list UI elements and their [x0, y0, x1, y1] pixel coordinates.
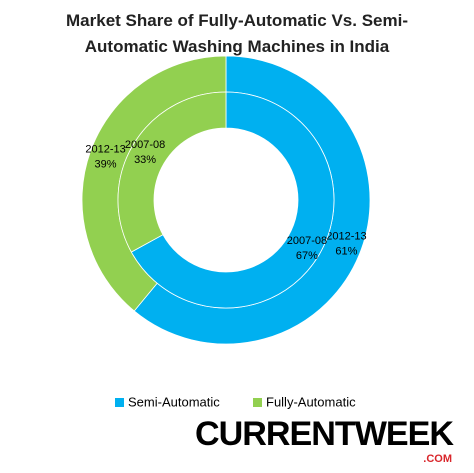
donut-slice — [117, 91, 227, 253]
data-label: 61% — [335, 245, 357, 257]
legend-swatch — [115, 398, 124, 407]
logo-text: CURRENTWEEK — [195, 415, 454, 453]
chart-title: Market Share of Fully-Automatic Vs. Semi… — [66, 11, 408, 56]
data-label: 39% — [95, 159, 117, 171]
data-label-series: 2007-08 — [125, 139, 165, 151]
logo-domain: .COM — [423, 453, 452, 465]
data-label: 33% — [134, 154, 156, 166]
legend-swatch — [253, 398, 262, 407]
data-label-series: 2007-08 — [287, 235, 327, 247]
data-label-series: 2012-13 — [326, 230, 366, 242]
legend-label: Semi-Automatic — [128, 394, 220, 409]
donut-slice — [130, 91, 335, 309]
legend-label: Fully-Automatic — [266, 394, 356, 409]
data-label: 67% — [296, 250, 318, 262]
data-label-series: 2012-13 — [85, 144, 125, 156]
